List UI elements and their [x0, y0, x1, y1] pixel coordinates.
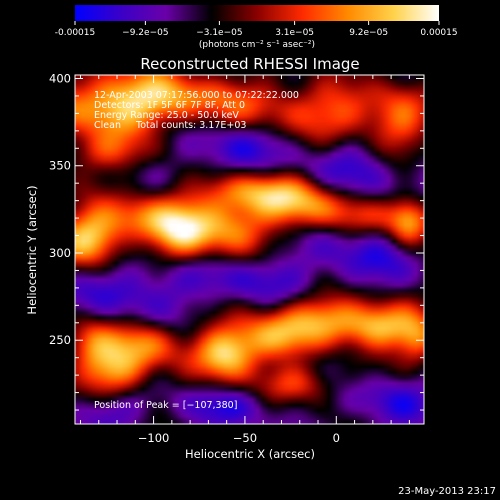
colorbar-tick-label: −3.1e−05: [196, 28, 242, 38]
chart-title: Reconstructed RHESSI Image: [140, 55, 359, 73]
x-tick-label: 0: [333, 431, 340, 445]
colorbar-units-label: (photons cm⁻² s⁻¹ asec⁻²): [199, 40, 315, 50]
y-axis-ticks: 250 300 350 400: [49, 71, 424, 411]
y-tick-label: 300: [49, 246, 71, 260]
x-tick-label: −100: [138, 431, 170, 445]
x-axis-label: Heliocentric X (arcsec): [185, 447, 315, 461]
colorbar-tick-label: 0.00015: [420, 28, 457, 38]
annotation-time-range: 12-Apr-2003 07:17:56.000 to 07:22:22.000: [94, 90, 299, 101]
heatmap-area: [75, 75, 424, 424]
annotation-energy-range: Energy Range: 25.0 - 50.0 keV: [94, 110, 239, 121]
y-tick-label: 250: [49, 333, 71, 347]
x-axis-ticks: −100 −50 0: [79, 75, 410, 445]
y-tick-label: 350: [49, 159, 71, 173]
colorbar-tick-label: 3.1e−05: [275, 28, 314, 38]
colorbar-tick-label: 9.2e−05: [349, 28, 388, 38]
colorbar-tick-label: −9.2e−05: [122, 28, 168, 38]
annotation-detectors: Detectors: 1F 5F 6F 7F 8F, Att 0: [94, 100, 245, 111]
colorbar-gradient: [75, 5, 439, 21]
colorbar-ticks: -0.00015 −9.2e−05 −3.1e−05 3.1e−05 9.2e−05 0.…: [55, 21, 458, 38]
colorbar: -0.00015 −9.2e−05 −3.1e−05 3.1e−05 9.2e−05 0.…: [55, 5, 458, 50]
annotation-block: 12-Apr-2003 07:17:56.000 to 07:22:22.000…: [94, 90, 299, 131]
colorbar-tick-label: -0.00015: [55, 28, 95, 38]
heatmap-image: [75, 75, 424, 424]
plot-frame: [74, 74, 425, 425]
y-tick-label: 400: [49, 71, 71, 85]
footer-timestamp: 23-May-2013 23:17: [398, 486, 496, 497]
x-tick-label: −50: [233, 431, 257, 445]
annotation-clean-counts: Clean Total counts: 3.17E+03: [94, 120, 246, 131]
y-axis-label: Heliocentric Y (arcsec): [25, 185, 39, 314]
peak-position-label: Position of Peak = [−107,380]: [94, 400, 237, 411]
